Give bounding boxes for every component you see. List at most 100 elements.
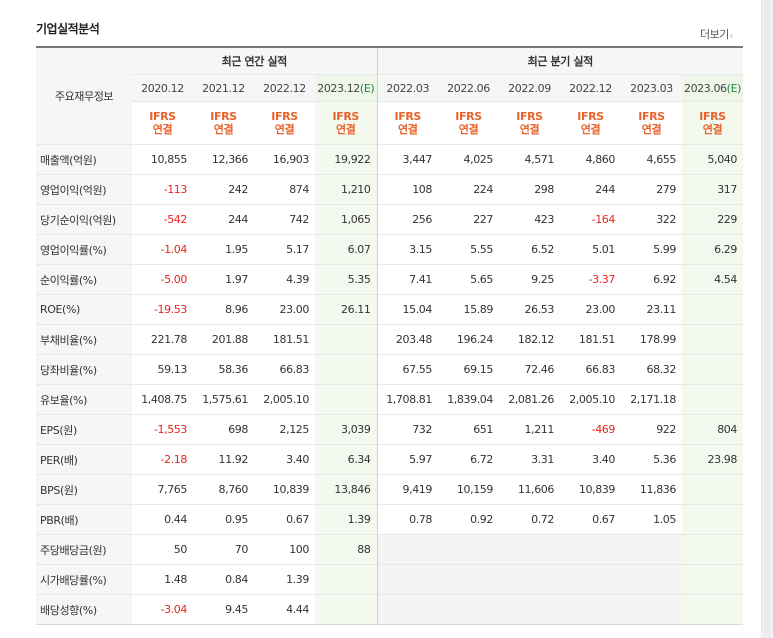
basis-standard: IFRS	[638, 110, 665, 123]
value-cell: 423	[499, 204, 560, 235]
basis-standard: IFRS	[210, 110, 237, 123]
value-cell: 6.34	[315, 444, 377, 475]
value-cell: -164	[560, 204, 621, 235]
value-cell: 9.25	[499, 264, 560, 295]
value-cell: 4,655	[621, 144, 682, 175]
metric-label: BPS(원)	[36, 474, 132, 505]
value-cell: 5.01	[560, 234, 621, 265]
value-cell: 732	[376, 414, 438, 445]
value-cell: 298	[499, 174, 560, 205]
period-header: 2022.12	[560, 74, 621, 102]
period-text: 2022.09	[508, 81, 551, 95]
value-cell: 224	[438, 174, 499, 205]
value-cell: 50	[132, 534, 193, 565]
value-cell: 229	[682, 204, 743, 235]
basis-cell: IFRS 연결	[132, 101, 193, 145]
estimate-marker: (E)	[359, 81, 375, 95]
table-row: 매출액(억원) 10,855 12,366 16,903 19,922 3,447 4,02…	[36, 144, 743, 175]
value-cell: 0.78	[376, 504, 438, 535]
value-cell: 1,210	[315, 174, 377, 205]
value-cell: 11,606	[499, 474, 560, 505]
value-cell: 2,005.10	[254, 384, 315, 415]
value-cell: 1.97	[193, 264, 254, 295]
value-cell: 5.55	[438, 234, 499, 265]
value-cell: 874	[254, 174, 315, 205]
value-cell: 1,408.75	[132, 384, 193, 415]
value-cell: -469	[560, 414, 621, 445]
scrollbar-thumb[interactable]	[763, 0, 771, 638]
value-cell	[560, 534, 621, 565]
value-cell: 4,025	[438, 144, 499, 175]
value-cell: 68.32	[621, 354, 682, 385]
basis-standard: IFRS	[516, 110, 543, 123]
basis-cell: IFRS 연결	[438, 101, 499, 145]
value-cell: 4.39	[254, 264, 315, 295]
value-cell	[621, 594, 682, 625]
value-cell: 181.51	[560, 324, 621, 355]
value-cell: 108	[376, 174, 438, 205]
period-header: 2020.12	[132, 74, 193, 102]
value-cell: 322	[621, 204, 682, 235]
value-cell: 8,760	[193, 474, 254, 505]
value-cell: 5.35	[315, 264, 377, 295]
value-cell: -19.53	[132, 294, 193, 325]
basis-standard: IFRS	[149, 110, 176, 123]
period-text: 2021.12	[202, 81, 245, 95]
value-cell: 196.24	[438, 324, 499, 355]
value-cell: 651	[438, 414, 499, 445]
basis-cell: IFRS 연결	[254, 101, 315, 145]
value-cell: 10,855	[132, 144, 193, 175]
value-cell: 5.99	[621, 234, 682, 265]
metric-label: 배당성향(%)	[36, 594, 132, 625]
value-cell: 1,211	[499, 414, 560, 445]
value-cell: 4.54	[682, 264, 743, 295]
ifrs-row: IFRS 연결 IFRS 연결 IFRS 연결 IFRS 연결 IFRS 연결 IFRS 연결 IFRS…	[36, 101, 743, 145]
value-cell: 1.05	[621, 504, 682, 535]
more-link[interactable]: 더보기›	[700, 26, 733, 42]
value-cell: 1.39	[254, 564, 315, 595]
value-cell	[682, 474, 743, 505]
value-cell: 244	[560, 174, 621, 205]
estimate-marker: (E)	[726, 81, 742, 95]
table-row: 당좌비율(%) 59.13 58.36 66.83 67.55 69.15 72.46 66.…	[36, 354, 743, 385]
section-title: 기업실적분석	[36, 22, 100, 36]
value-cell: 5.36	[621, 444, 682, 475]
table-row: 순이익률(%) -5.00 1.97 4.39 5.35 7.41 5.65 9.25 -3.3…	[36, 264, 743, 295]
basis-standard: IFRS	[394, 110, 422, 123]
annual-header: 최근 연간 실적	[132, 46, 377, 75]
basis-standard: IFRS	[332, 110, 360, 123]
table-row: 유보율(%) 1,408.75 1,575.61 2,005.10 1,708.81 1,…	[36, 384, 743, 415]
value-cell: 804	[682, 414, 743, 445]
table-row: 배당성향(%) -3.04 9.45 4.44	[36, 594, 743, 625]
value-cell	[682, 534, 743, 565]
basis-consolidation: 연결	[398, 123, 418, 136]
value-cell: 26.11	[315, 294, 377, 325]
period-text: 2023.12	[317, 81, 360, 95]
value-cell: 3.15	[376, 234, 438, 265]
value-cell	[315, 384, 377, 415]
value-cell: 742	[254, 204, 315, 235]
value-cell: 10,839	[560, 474, 621, 505]
value-cell: -3.37	[560, 264, 621, 295]
value-cell	[682, 594, 743, 625]
value-cell	[682, 324, 743, 355]
row-label-header: 주요재무정보	[36, 46, 132, 145]
metric-label: ROE(%)	[36, 294, 132, 325]
basis-standard: IFRS	[577, 110, 604, 123]
value-cell	[499, 564, 560, 595]
value-cell: 23.11	[621, 294, 682, 325]
value-cell: 317	[682, 174, 743, 205]
quarterly-header: 최근 분기 실적	[376, 46, 743, 75]
table-row: BPS(원) 7,765 8,760 10,839 13,846 9,419 10,159 1…	[36, 474, 743, 505]
metric-label: EPS(원)	[36, 414, 132, 445]
value-cell	[560, 594, 621, 625]
basis-consolidation: 연결	[580, 123, 601, 136]
period-text: 2023.03	[630, 81, 673, 95]
value-cell: 201.88	[193, 324, 254, 355]
period-text: 2020.12	[141, 81, 184, 95]
basis-cell: IFRS 연결	[560, 101, 621, 145]
table-row: 당기순이익(억원) -542 244 742 1,065 256 227 423 -164 322…	[36, 204, 743, 235]
value-cell	[315, 594, 377, 625]
value-cell: 5,040	[682, 144, 743, 175]
basis-cell: IFRS 연결	[315, 101, 377, 145]
